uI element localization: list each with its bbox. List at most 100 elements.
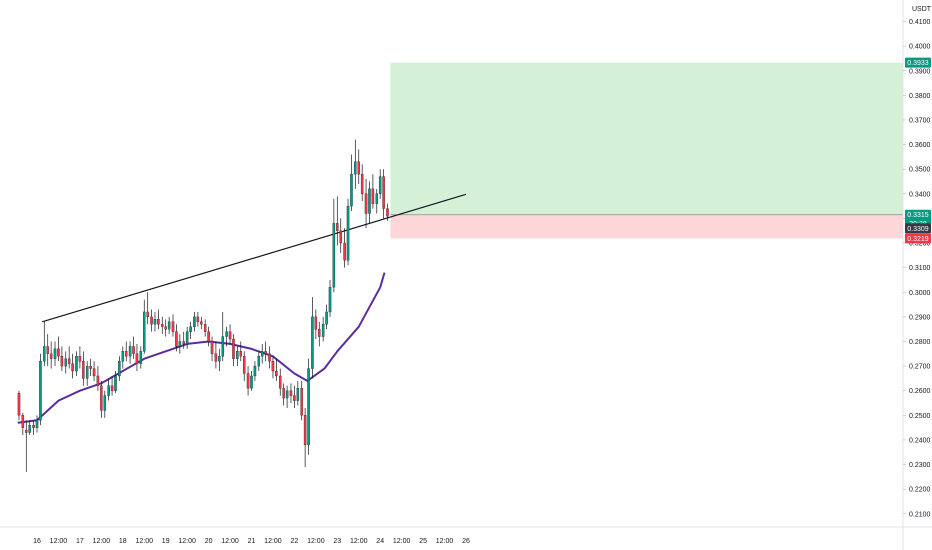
candle-body <box>332 223 336 288</box>
candle-body <box>285 390 289 399</box>
trendline[interactable] <box>41 193 467 323</box>
candle-body <box>146 311 149 318</box>
candle-body <box>239 351 243 357</box>
candle-body <box>193 316 196 327</box>
candle-body <box>132 346 135 354</box>
candle-body <box>250 375 253 389</box>
candle-body <box>282 388 285 399</box>
time-tick-label: 26 <box>462 538 470 545</box>
candle-body <box>307 368 310 446</box>
candle-body <box>64 358 67 367</box>
candle-body <box>49 353 53 359</box>
candle-body <box>171 321 175 332</box>
candle-body <box>364 193 368 214</box>
target-zone[interactable] <box>390 62 903 215</box>
time-tick-label: 12:00 <box>135 538 153 545</box>
candle-body <box>300 388 303 416</box>
price-tick-label: 0.2400 <box>909 437 931 444</box>
candle-body <box>71 363 74 372</box>
candle-body <box>89 365 92 369</box>
candle-body <box>378 176 382 194</box>
candle-body <box>228 331 232 340</box>
trendline-segment[interactable] <box>41 193 467 323</box>
price-badge <box>905 223 931 234</box>
candle-body <box>225 331 228 337</box>
candle-body <box>207 331 210 342</box>
price-badge <box>905 57 931 68</box>
price-tick-label: 0.2500 <box>909 413 931 420</box>
candle-body <box>167 321 171 330</box>
candle-body <box>164 326 167 330</box>
candle-body <box>39 361 42 421</box>
time-tick-label: 12:00 <box>264 538 282 545</box>
candle-body <box>314 316 318 330</box>
price-tick-label: 0.4100 <box>909 19 931 26</box>
price-tick-label: 0.3500 <box>909 167 931 174</box>
time-tick-label: 12:00 <box>221 538 239 545</box>
candle-body <box>35 420 39 428</box>
candle-body <box>357 161 360 175</box>
time-tick-label: 12:00 <box>350 538 368 545</box>
price-tick-label: 0.3000 <box>909 290 931 297</box>
price-tick-label: 0.2900 <box>909 314 931 321</box>
price-tick-label: 0.3100 <box>909 265 931 272</box>
candle-body <box>221 336 225 357</box>
time-axis[interactable]: 16 12:00 17 12:00 18 12:00 19 12:00 20 12:00 21 12:… <box>33 538 470 545</box>
candle-body <box>46 346 49 354</box>
candle-body <box>354 161 357 175</box>
time-tick-label: 25 <box>419 538 427 545</box>
candle-body <box>214 353 218 362</box>
price-badge-label: 0.3309 <box>907 226 929 233</box>
price-badge <box>905 209 931 220</box>
time-tick-label: 12:00 <box>436 538 454 545</box>
time-tick-label: 21 <box>248 538 256 545</box>
price-badge-label: 0.3219 <box>907 236 929 243</box>
candle-body <box>53 348 57 359</box>
candle-body <box>32 425 35 428</box>
currency-label: USDT <box>912 6 932 13</box>
candle-body <box>124 351 128 357</box>
candle-body <box>139 351 143 364</box>
price-tick-label: 0.3900 <box>909 68 931 75</box>
position-zones[interactable] <box>390 62 903 239</box>
time-tick-label: 23 <box>333 538 341 545</box>
candle-body <box>321 324 325 337</box>
time-tick-label: 24 <box>376 538 384 545</box>
candle-body <box>189 326 192 332</box>
time-tick-label: 19 <box>162 538 170 545</box>
price-tick-label: 0.3600 <box>909 142 931 149</box>
candle-body <box>371 188 375 204</box>
price-badge <box>905 233 931 244</box>
candle-body <box>57 348 60 357</box>
candle-body <box>118 361 121 377</box>
candle-body <box>375 193 379 204</box>
price-badge-label: 0.3315 <box>907 212 929 219</box>
stop-zone[interactable] <box>390 214 903 239</box>
candle-body <box>121 351 125 362</box>
candle-body <box>100 385 103 411</box>
time-tick-label: 12:00 <box>307 538 325 545</box>
candle-body <box>253 365 257 377</box>
candle-body <box>60 356 64 367</box>
candle-body <box>275 370 278 377</box>
moving-average <box>17 272 386 424</box>
candle-body <box>346 205 350 261</box>
price-tick-label: 0.2200 <box>909 487 931 494</box>
candle-body <box>128 346 132 357</box>
price-tick-label: 0.2800 <box>909 339 931 346</box>
candle-body <box>25 429 28 433</box>
candle-body <box>289 390 293 396</box>
candle-body <box>82 361 85 379</box>
candle-body <box>196 316 200 322</box>
candle-body <box>157 319 160 325</box>
candle-body <box>386 208 389 217</box>
candle-body <box>200 321 203 325</box>
price-axis[interactable]: 0.4100 0.4000 0.3900 0.3800 0.3700 0.3600 0.35… <box>903 19 931 518</box>
candle-body <box>103 395 107 411</box>
candle-body <box>110 385 114 391</box>
candle-body <box>350 173 353 207</box>
candle-body <box>218 356 221 362</box>
candle-body <box>232 338 235 359</box>
